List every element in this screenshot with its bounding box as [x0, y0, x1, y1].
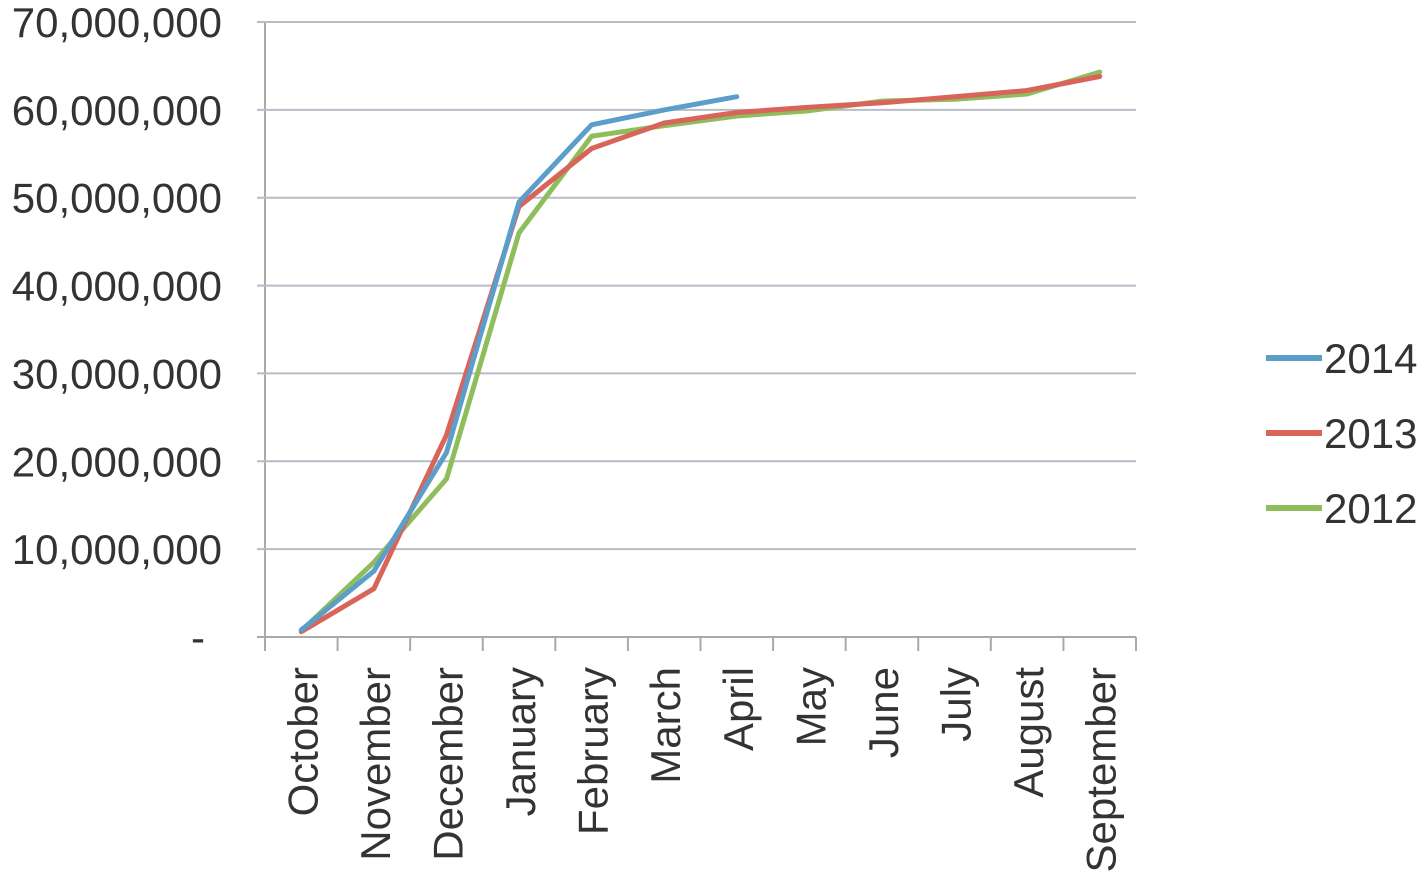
- y-tick-label: 50,000,000: [12, 175, 222, 222]
- x-tick-label: May: [787, 667, 834, 746]
- x-tick-label: March: [642, 667, 689, 784]
- x-tick-label: October: [279, 667, 326, 816]
- x-tick-label: September: [1078, 667, 1125, 872]
- x-tick-label: August: [1005, 667, 1052, 798]
- series-lines: [298, 69, 1103, 635]
- y-tick-label: -: [191, 614, 205, 661]
- series-line-2013: [298, 74, 1103, 635]
- y-tick-label: 20,000,000: [12, 438, 222, 485]
- x-tick-label: April: [715, 667, 762, 751]
- y-tick-label: 40,000,000: [12, 263, 222, 310]
- y-tick-label: 10,000,000: [12, 526, 222, 573]
- series-line-2014: [298, 94, 740, 633]
- legend-label-2014: 2014: [1324, 335, 1417, 382]
- gridlines: [257, 21, 1136, 645]
- x-tick-label: February: [570, 667, 617, 835]
- legend: 2014 2013 2012: [1266, 335, 1417, 532]
- x-tick-label: November: [352, 667, 399, 861]
- legend-label-2013: 2013: [1324, 410, 1417, 457]
- series-line-2012: [298, 69, 1103, 634]
- legend-label-2012: 2012: [1324, 485, 1417, 532]
- x-axis-ticks: [264, 637, 1137, 651]
- y-tick-label: 70,000,000: [12, 0, 222, 46]
- y-tick-label: 60,000,000: [12, 87, 222, 134]
- y-tick-label: 30,000,000: [12, 350, 222, 397]
- x-axis-labels: October November December January February Ma…: [279, 667, 1124, 873]
- x-tick-label: June: [860, 667, 907, 758]
- x-tick-label: January: [497, 667, 544, 816]
- x-tick-label: December: [424, 667, 471, 861]
- x-tick-label: July: [933, 667, 980, 742]
- y-axis-labels: - 10,000,000 20,000,000 30,000,000 40,000,00…: [12, 0, 222, 661]
